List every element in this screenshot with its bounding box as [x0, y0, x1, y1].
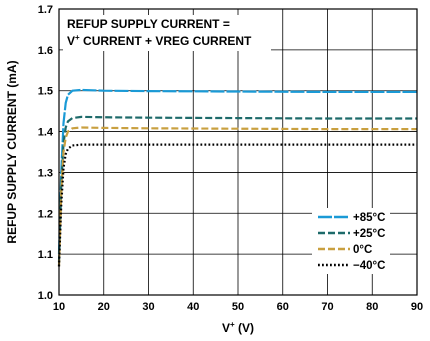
- x-tick-label: 60: [277, 301, 289, 313]
- x-axis-label-main: V: [222, 321, 230, 335]
- series-line: [57, 143, 417, 267]
- x-tick-label: 40: [187, 301, 199, 313]
- plot-frame: [58, 8, 418, 296]
- y-tick-label: 1.0: [38, 290, 53, 302]
- y-tick-label: 1.6: [38, 45, 53, 57]
- x-axis-label-unit: (V): [235, 321, 254, 335]
- y-tick-label: 1.7: [38, 4, 53, 16]
- x-tick-label: 20: [98, 301, 110, 313]
- x-tick-label: 70: [321, 301, 333, 313]
- x-axis-label: V+ (V): [222, 320, 254, 335]
- annotation-line-2-suffix: CURRENT + VREG CURRENT: [80, 34, 252, 48]
- x-tick-label: 80: [366, 301, 378, 313]
- x-tick-label: 30: [142, 301, 154, 313]
- legend-label: +25°C: [353, 228, 385, 240]
- legend: +85°C +25°C 0°C −40°C: [318, 212, 385, 272]
- y-axis-label: REFUP SUPPLY CURRENT (mA): [5, 60, 19, 243]
- y-tick-label: 1.2: [38, 208, 53, 220]
- series-line: [57, 88, 417, 255]
- x-axis-label-sup: +: [230, 320, 235, 329]
- annotation-background: [63, 15, 271, 51]
- annotation-line-2: V+ CURRENT + VREG CURRENT: [67, 33, 252, 48]
- annotation-line-2-prefix: V: [67, 34, 75, 48]
- legend-label: +85°C: [353, 212, 385, 224]
- legend-label: −40°C: [353, 260, 385, 272]
- y-tick-label: 1.3: [38, 167, 53, 179]
- annotation-line-2-sup: +: [75, 33, 80, 42]
- x-tick-labels: 10 20 30 40 50 60 70 80 90: [53, 301, 423, 313]
- x-tick-label: 90: [411, 301, 423, 313]
- series-layer: [57, 88, 417, 267]
- y-tick-labels: 1.0 1.1 1.2 1.3 1.4 1.5 1.6 1.7: [38, 4, 54, 302]
- y-tick-label: 1.4: [38, 127, 54, 139]
- legend-background: [312, 208, 390, 274]
- annotation-line-1: REFUP SUPPLY CURRENT =: [67, 17, 230, 31]
- series-line: [57, 126, 417, 267]
- x-tick-label: 10: [53, 301, 65, 313]
- y-tick-label: 1.1: [38, 249, 53, 261]
- legend-label: 0°C: [353, 244, 372, 256]
- y-tick-label: 1.5: [38, 86, 53, 98]
- x-tick-label: 50: [232, 301, 244, 313]
